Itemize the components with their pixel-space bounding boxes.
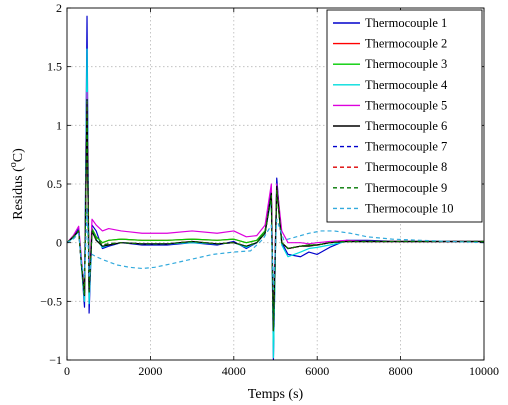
- legend: Thermocouple 1 Thermocouple 2 Thermocouple…: [326, 9, 483, 223]
- y-tick-label: 0: [56, 236, 62, 250]
- x-tick-label: 2000: [138, 364, 162, 378]
- x-tick-label: 6000: [305, 364, 329, 378]
- series-line-thermocouple-10: [67, 206, 484, 291]
- legend-label-1: Thermocouple 1: [365, 16, 447, 30]
- x-tick-label: 4000: [222, 364, 246, 378]
- axis-ticks: 0 2000 4000 6000 8000 10000 −1 −0.5 0 0.5 1 1.5 2: [40, 1, 499, 378]
- legend-label-4: Thermocouple 4: [365, 78, 448, 92]
- legend-label-3: Thermocouple 3: [365, 57, 447, 71]
- series-line-thermocouple-9: [67, 101, 484, 332]
- x-tick-label: 10000: [469, 364, 499, 378]
- legend-label-2: Thermocouple 2: [365, 37, 447, 51]
- legend-box: [326, 9, 483, 223]
- y-axis-label-main: Residus (: [11, 167, 26, 220]
- y-tick-label: −1: [49, 353, 62, 367]
- legend-label-5: Thermocouple 5: [365, 98, 447, 112]
- series-layer: [67, 15, 484, 360]
- y-tick-label: 1.5: [47, 60, 62, 74]
- y-tick-label: −0.5: [40, 294, 62, 308]
- x-axis-label: Temps (s): [248, 387, 304, 402]
- x-tick-label: 0: [64, 364, 70, 378]
- legend-label-6: Thermocouple 6: [365, 119, 447, 133]
- y-axis-label-superscript: o: [8, 162, 19, 167]
- legend-label-8: Thermocouple 8: [365, 160, 447, 174]
- y-tick-label: 2: [56, 1, 62, 15]
- y-axis-label-unit: C): [11, 148, 26, 162]
- legend-label-10: Thermocouple 10: [365, 201, 454, 215]
- y-tick-label: 0.5: [47, 177, 62, 191]
- legend-label-7: Thermocouple 7: [365, 140, 447, 154]
- y-axis-label: Residus (oC): [8, 148, 26, 220]
- y-tick-label: 1: [56, 118, 62, 132]
- legend-label-9: Thermocouple 9: [365, 181, 447, 195]
- x-tick-label: 8000: [389, 364, 413, 378]
